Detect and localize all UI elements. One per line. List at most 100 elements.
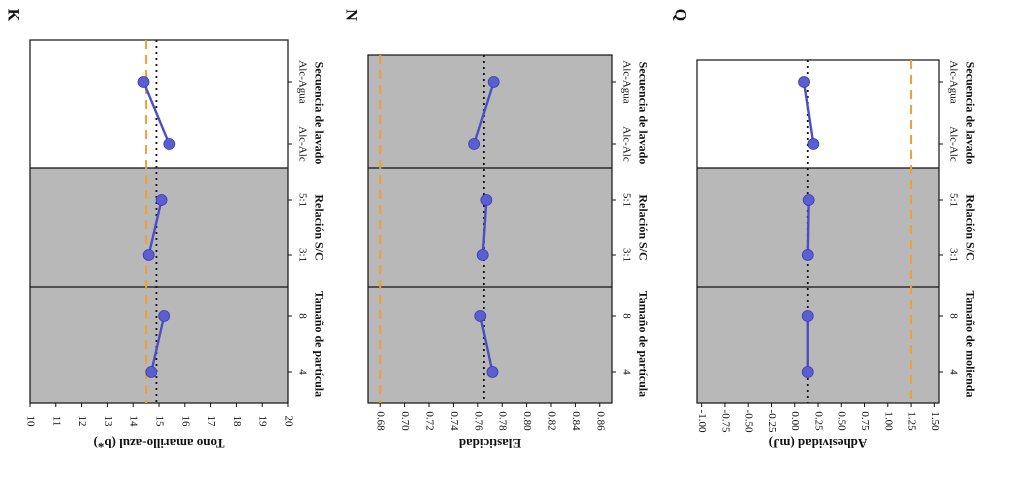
value-tick-label: 0.74	[448, 411, 460, 431]
group-panel-bg	[30, 40, 288, 168]
data-point	[155, 194, 168, 206]
chart-panel-k: 20 19 18 17 16 15 14 13 12 11 10 4 8 Tamaño de partíc…	[4, 9, 326, 451]
data-point	[476, 249, 489, 261]
category-tick-label: Alc-Alc	[947, 126, 959, 162]
axis-title: Elasticidad	[458, 436, 521, 451]
value-tick-label: 16	[179, 416, 191, 428]
group-axis-label: Relación S/C	[963, 194, 977, 260]
category-tick-label: 3:1	[296, 248, 308, 262]
data-point	[801, 310, 814, 322]
series-line	[147, 199, 163, 256]
data-point	[158, 310, 171, 322]
group-panel-bg	[30, 287, 288, 403]
value-tick-label: 0.72	[423, 411, 435, 430]
group-panel-bg	[368, 168, 612, 287]
axis-title: Tono amarillo-azul (b*)	[94, 436, 225, 451]
axis-title: Adhesividad (mJ)	[769, 436, 868, 451]
value-tick-label: -0.75	[719, 410, 731, 433]
category-tick-label: 8	[620, 313, 632, 319]
data-point	[474, 310, 487, 322]
value-tick-label: 0.75	[859, 411, 871, 431]
value-tick-label: 0.80	[521, 411, 533, 431]
data-point	[486, 366, 499, 378]
value-tick-label: 0.00	[789, 411, 801, 431]
value-tick-label: -1.00	[696, 410, 708, 433]
value-tick-label: 1.00	[882, 411, 894, 431]
value-tick-label: 19	[257, 416, 269, 428]
series-line	[472, 81, 495, 145]
data-point	[145, 366, 158, 378]
data-point	[798, 76, 810, 88]
value-tick-label: 17	[205, 416, 217, 428]
category-tick-label: 8	[296, 313, 308, 319]
category-tick-label: 4	[296, 369, 308, 375]
data-point	[480, 194, 493, 206]
value-tick-label: 0.68	[375, 411, 387, 431]
chart-panel-q: 1.50 1.25 1.00 0.75 0.50 0.25 0.00 -0.25 -0.50 -0…	[671, 9, 977, 451]
group-panel-bg	[697, 60, 939, 168]
value-tick-label: 1.25	[906, 411, 918, 431]
group-axis-label: Secuencia de lavado	[963, 62, 977, 165]
category-tick-label: 3:1	[947, 248, 959, 262]
category-tick-label: Alc-Agua	[296, 60, 308, 103]
group-axis-label: Secuencia de lavado	[636, 62, 650, 165]
data-point	[487, 76, 500, 88]
data-point	[468, 138, 481, 150]
group-axis-label: Relación S/C	[636, 194, 650, 260]
category-tick-label: 5:1	[947, 193, 959, 207]
series-line	[150, 315, 166, 373]
data-point	[802, 194, 815, 206]
value-tick-label: 0.70	[399, 411, 411, 431]
group-panel-bg	[30, 168, 288, 287]
value-tick-label: 14	[128, 416, 140, 428]
chart-panel-n: 0.86 0.84 0.82 0.80 0.78 0.76 0.74 0.72 0.70 0.68…	[342, 9, 650, 451]
value-tick-label: 0.86	[594, 411, 606, 431]
category-tick-label: 5:1	[296, 193, 308, 207]
category-tick-label: Alc-Alc	[620, 126, 632, 162]
value-tick-label: -0.25	[766, 410, 778, 433]
group-panel-bg	[368, 55, 612, 168]
category-tick-label: 8	[947, 313, 959, 319]
value-tick-label: 10	[24, 416, 36, 428]
value-tick-label: 0.25	[812, 411, 824, 431]
category-tick-label: 3:1	[620, 248, 632, 262]
series-line	[806, 199, 810, 256]
series-line	[142, 81, 171, 145]
data-point	[142, 249, 155, 261]
value-tick-label: 20	[282, 416, 294, 428]
data-point	[137, 76, 150, 88]
panel-label: K	[4, 9, 21, 22]
series-line	[481, 199, 488, 256]
plot-frame	[367, 54, 613, 404]
value-tick-label: -0.50	[743, 410, 755, 433]
value-tick-label: 0.50	[836, 411, 848, 431]
value-tick-label: 18	[231, 416, 243, 428]
category-tick-label: 4	[947, 369, 959, 375]
value-tick-label: 15	[153, 416, 165, 428]
category-tick-label: Alc-Agua	[947, 60, 959, 103]
category-tick-label: Alc-Alc	[296, 126, 308, 162]
panel-label: N	[342, 9, 359, 21]
group-axis-label: Tamaño de partícula	[636, 291, 650, 397]
value-tick-label: 12	[76, 416, 88, 427]
category-tick-label: 5:1	[620, 193, 632, 207]
category-tick-label: 4	[620, 369, 632, 375]
value-tick-label: 0.76	[472, 411, 484, 431]
value-tick-label: 13	[102, 416, 114, 428]
group-axis-label: Secuencia de lavado	[312, 62, 326, 165]
panel-label: Q	[671, 9, 688, 21]
value-tick-label: 11	[50, 416, 62, 427]
series-line	[802, 81, 815, 145]
group-panel-bg	[368, 287, 612, 403]
data-point	[807, 138, 820, 150]
data-point	[801, 249, 814, 261]
value-tick-label: 0.82	[545, 411, 557, 430]
group-axis-label: Relación S/C	[312, 194, 326, 260]
value-tick-label: 1.50	[929, 411, 941, 431]
data-point	[801, 366, 814, 378]
group-panel-bg	[697, 168, 939, 287]
value-tick-label: 0.78	[497, 411, 509, 431]
series-line	[479, 315, 494, 373]
value-tick-label: 0.84	[570, 411, 582, 431]
